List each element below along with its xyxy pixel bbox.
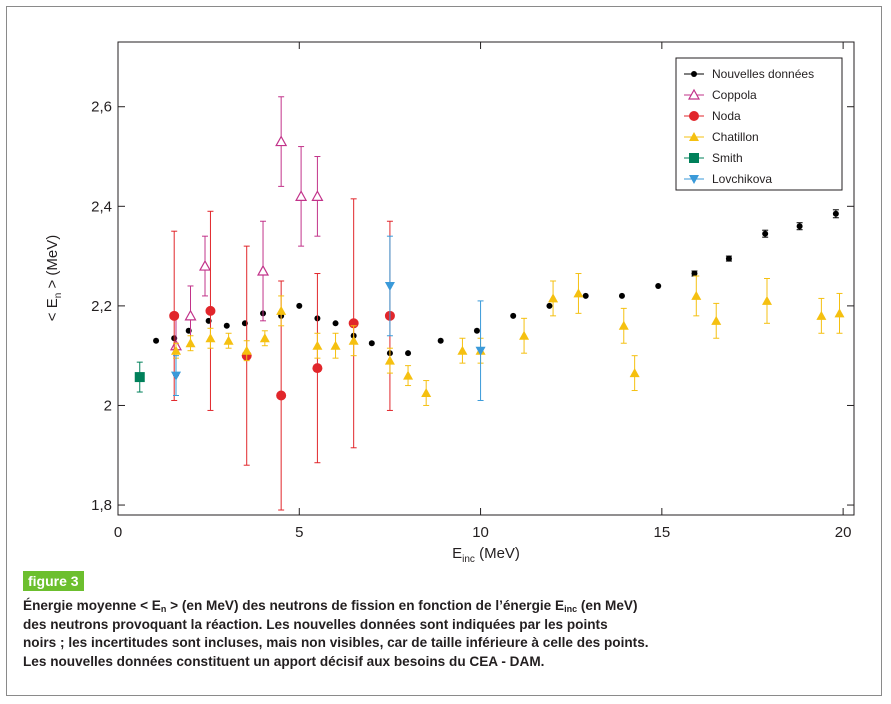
- legend-marker: [689, 153, 699, 163]
- legend-marker: [691, 71, 697, 77]
- series: [169, 198, 395, 511]
- data-point: [691, 270, 698, 277]
- legend-marker: [689, 111, 699, 121]
- figure-tag: figure 3: [23, 571, 84, 591]
- data-point: [618, 320, 629, 330]
- data-point: [834, 308, 845, 318]
- series: [153, 209, 839, 357]
- data-point: [368, 340, 375, 347]
- data-point: [223, 322, 230, 329]
- data-point: [519, 330, 530, 340]
- data-point: [276, 305, 287, 315]
- data-point: [205, 305, 216, 316]
- y-tick-label: 2,6: [91, 99, 112, 116]
- x-tick-label: 0: [114, 524, 122, 541]
- data-point: [816, 310, 827, 320]
- data-point: [153, 337, 160, 344]
- data-point: [276, 390, 287, 401]
- data-point: [330, 340, 341, 350]
- data-point: [184, 309, 197, 321]
- data-point: [171, 371, 182, 381]
- figure-frame: [6, 6, 882, 696]
- data-point: [259, 333, 270, 343]
- data-point: [275, 135, 288, 147]
- data-point: [296, 302, 303, 309]
- plot-frame: [117, 41, 855, 516]
- data-point: [384, 355, 395, 365]
- caption-line-4: Les nouvelles données constituent un app…: [23, 653, 545, 669]
- caption-line-1: Énergie moyenne < En > (en MeV) des neut…: [23, 598, 638, 614]
- data-point: [711, 315, 722, 325]
- legend-items: Nouvelles données Coppola Noda Chatillon Smi…: [684, 67, 814, 186]
- legend-box: [675, 57, 843, 191]
- legend-label: Coppola: [712, 88, 757, 102]
- data-point: [421, 388, 432, 398]
- legend-marker: [689, 132, 699, 141]
- data-point: [510, 312, 517, 319]
- chart: 0 5 10 15 20 1,8 2 2,2 2,4 2,6 Einc (MeV) < En > …: [44, 41, 855, 565]
- series: [171, 273, 845, 406]
- data-point: [546, 302, 553, 309]
- legend-marker: [687, 88, 701, 100]
- caption: Énergie moyenne < En > (en MeV) des neut…: [23, 597, 823, 671]
- x-tick-label: 10: [472, 524, 489, 541]
- data-point: [312, 340, 323, 350]
- data-point: [618, 292, 625, 299]
- data-point: [205, 333, 216, 343]
- data-point: [171, 345, 182, 355]
- legend-label: Nouvelles données: [712, 67, 814, 81]
- data-point: [405, 350, 412, 357]
- data-point: [457, 345, 468, 355]
- ticks: 0 5 10 15 20 1,8 2 2,2 2,4 2,6: [91, 42, 854, 541]
- data-point: [582, 292, 589, 299]
- data-point: [169, 310, 180, 321]
- data-marks: [134, 96, 845, 511]
- data-point: [384, 281, 395, 291]
- y-axis-label: < En > (MeV): [44, 235, 64, 321]
- legend-label: Chatillon: [712, 130, 759, 144]
- data-point: [185, 338, 196, 348]
- legend: Nouvelles données Coppola Noda Chatillon Smi…: [675, 57, 843, 191]
- data-point: [223, 335, 234, 345]
- data-point: [134, 372, 145, 383]
- caption-line-3: noirs ; les incertitudes sont incluses, …: [23, 635, 649, 650]
- data-point: [403, 370, 414, 380]
- data-point: [198, 259, 212, 271]
- series: [171, 235, 486, 401]
- data-point: [629, 368, 640, 378]
- y-tick-label: 2,4: [91, 198, 112, 215]
- series: [134, 361, 145, 393]
- data-point: [311, 190, 324, 201]
- data-point: [725, 255, 732, 262]
- x-tick-label: 20: [835, 524, 852, 541]
- data-point: [312, 363, 323, 374]
- data-point: [761, 295, 772, 305]
- data-point: [241, 345, 252, 355]
- legend-label: Lovchikova: [712, 172, 772, 186]
- caption-line-2: des neutrons provoquant la réaction. Les…: [23, 616, 608, 632]
- data-point: [473, 327, 480, 334]
- data-point: [573, 288, 584, 298]
- legend-marker: [689, 175, 699, 184]
- data-point: [548, 293, 559, 303]
- y-tick-label: 1,8: [91, 497, 112, 514]
- data-point: [762, 230, 769, 237]
- data-point: [691, 290, 702, 300]
- data-point: [796, 223, 803, 230]
- y-tick-label: 2,2: [91, 298, 112, 315]
- data-point: [257, 264, 270, 276]
- data-point: [332, 320, 339, 327]
- x-tick-label: 5: [295, 524, 303, 541]
- data-point: [295, 190, 308, 201]
- legend-label: Noda: [712, 109, 741, 123]
- data-point: [655, 282, 662, 289]
- x-tick-label: 15: [653, 524, 670, 541]
- data-point: [832, 210, 839, 217]
- data-point: [475, 346, 486, 356]
- legend-label: Smith: [712, 151, 743, 165]
- data-point: [348, 335, 359, 345]
- y-tick-label: 2: [104, 397, 112, 414]
- x-axis-label: Einc (MeV): [452, 545, 520, 565]
- data-point: [437, 337, 444, 344]
